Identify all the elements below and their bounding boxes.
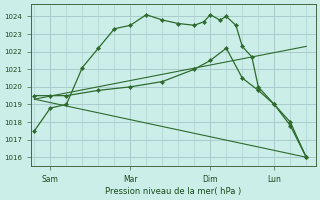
X-axis label: Pression niveau de la mer( hPa ): Pression niveau de la mer( hPa ) <box>105 187 242 196</box>
